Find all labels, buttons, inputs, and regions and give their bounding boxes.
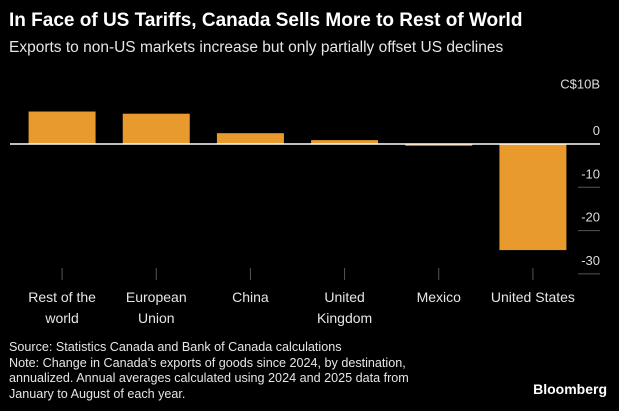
note-line-1: Note: Change in Canada’s exports of good…: [9, 355, 406, 370]
x-tick-label-0: Rest of the world: [28, 289, 96, 326]
note-line-2: annualized. Annual averages calculated u…: [9, 371, 409, 385]
bar-2: [216, 133, 284, 144]
x-tick-label-line: world: [44, 310, 78, 326]
y-tick-label-2: -10: [581, 166, 600, 181]
x-tick-label-line: Mexico: [417, 289, 462, 305]
bar-3: [311, 140, 379, 144]
bar-1: [122, 113, 190, 144]
x-tick-label-line: Kingdom: [317, 310, 372, 326]
chart-footer: Source: Statistics Canada and Bank of Ca…: [9, 340, 409, 402]
x-tick-label-line: Union: [138, 310, 175, 326]
x-tick-label-4: Mexico: [417, 289, 462, 305]
bar-5: [499, 144, 567, 251]
x-tick-label-2: China: [232, 289, 269, 305]
y-tick-label-4: -30: [581, 253, 600, 268]
note-line-3: January to August of each year.: [9, 386, 186, 401]
bar-0: [28, 111, 96, 144]
x-tick-label-3: United Kingdom: [317, 289, 372, 326]
bloomberg-logo: Bloomberg: [533, 381, 607, 397]
bar-4: [405, 144, 473, 146]
x-tick-label-line: United States: [491, 289, 575, 305]
y-tick-label-3: -20: [581, 210, 600, 225]
x-tick-label-5: United States: [491, 289, 575, 305]
y-tick-label-1: 0: [593, 123, 600, 138]
x-tick-label-1: European Union: [126, 289, 187, 326]
x-tick-label-line: China: [232, 289, 269, 305]
x-tick-label-line: United: [324, 289, 364, 305]
x-tick-label-line: European: [126, 289, 187, 305]
y-tick-label-0: C$10B: [560, 77, 600, 92]
source-note: Source: Statistics Canada and Bank of Ca…: [9, 340, 342, 354]
chart-title: In Face of US Tariffs, Canada Sells More…: [9, 10, 523, 31]
chart-subtitle: Exports to non-US markets increase but o…: [9, 39, 504, 56]
x-tick-label-line: Rest of the: [28, 289, 96, 305]
